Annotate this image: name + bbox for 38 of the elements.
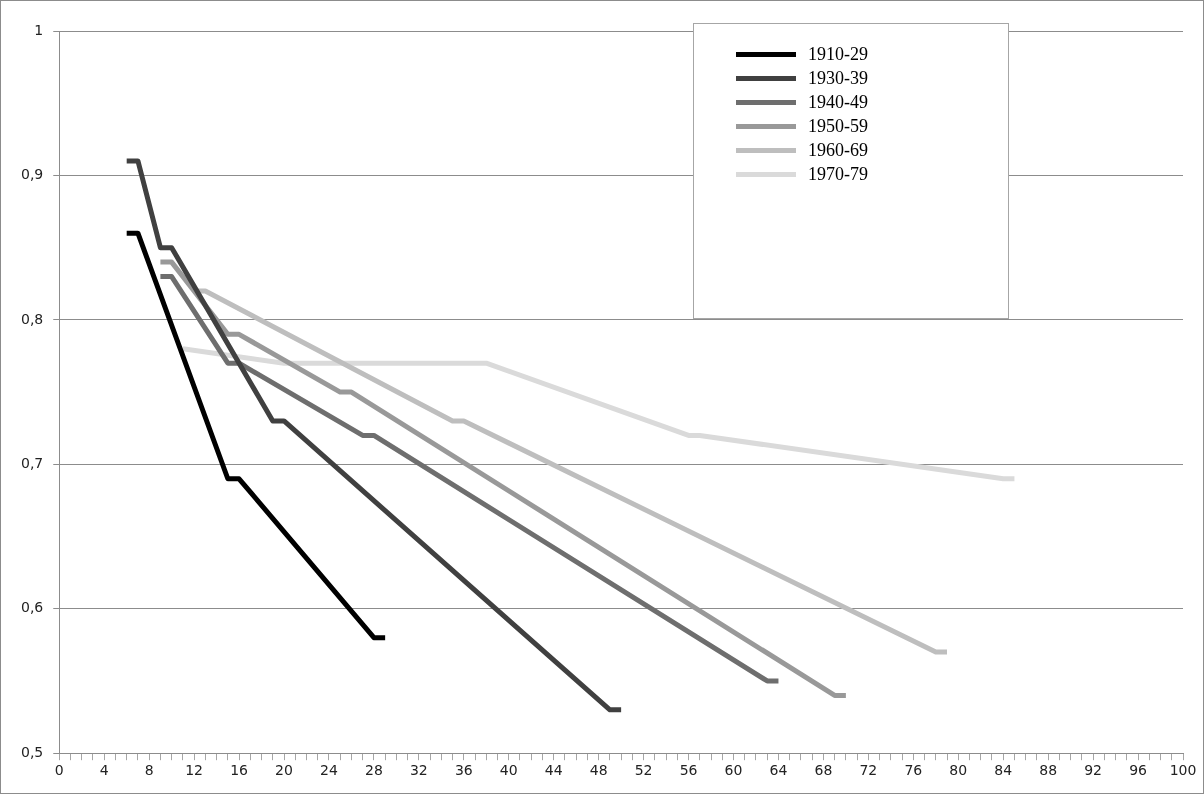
legend-label: 1960-69 xyxy=(808,139,868,161)
x-tick-label: 36 xyxy=(454,762,473,779)
legend-label: 1940-49 xyxy=(808,91,868,113)
y-tick-label: 0,6 xyxy=(21,599,44,616)
x-tick-label: 60 xyxy=(724,762,743,779)
y-tick-label: 0,8 xyxy=(21,310,44,327)
legend-label: 1970-79 xyxy=(808,163,868,185)
x-tick-label: 32 xyxy=(409,762,428,779)
x-tick-label: 4 xyxy=(99,762,109,779)
x-tick-label: 48 xyxy=(589,762,608,779)
y-tick-label: 1 xyxy=(34,21,44,38)
x-tick-label: 100 xyxy=(1169,762,1197,779)
legend-label: 1910-29 xyxy=(808,43,868,65)
x-tick-label: 40 xyxy=(499,762,518,779)
x-tick-label: 44 xyxy=(544,762,563,779)
x-tick-label: 92 xyxy=(1084,762,1103,779)
x-tick-label: 68 xyxy=(814,762,833,779)
y-tick-label: 0,9 xyxy=(21,166,44,183)
x-tick-label: 8 xyxy=(144,762,154,779)
x-tick-label: 72 xyxy=(859,762,878,779)
x-tick-label: 28 xyxy=(365,762,383,779)
x-tick-label: 88 xyxy=(1039,762,1058,779)
legend-label: 1950-59 xyxy=(808,115,868,137)
x-tick-label: 96 xyxy=(1129,762,1148,779)
x-tick-label: 12 xyxy=(185,762,204,779)
x-tick-label: 16 xyxy=(230,762,249,779)
x-tick-label: 20 xyxy=(275,762,293,779)
x-tick-label: 80 xyxy=(949,762,968,779)
y-tick-label: 0,7 xyxy=(21,454,44,471)
x-tick-label: 76 xyxy=(904,762,923,779)
x-tick-label: 64 xyxy=(769,762,788,779)
x-tick-label: 56 xyxy=(679,762,698,779)
legend-label: 1930-39 xyxy=(808,67,868,89)
y-tick-label: 0,5 xyxy=(21,743,44,760)
x-tick-label: 52 xyxy=(634,762,653,779)
x-tick-label: 0 xyxy=(54,762,64,779)
x-tick-label: 84 xyxy=(994,762,1013,779)
x-tick-label: 24 xyxy=(320,762,338,779)
